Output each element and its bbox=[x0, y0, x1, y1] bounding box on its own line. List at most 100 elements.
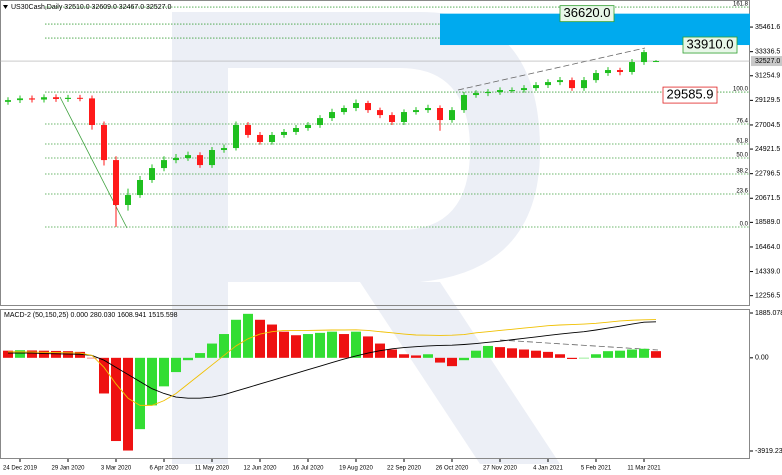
candle-body bbox=[521, 88, 527, 91]
candle-body bbox=[233, 125, 239, 149]
y-tick-label: 12256.5 bbox=[755, 293, 780, 300]
candle-body bbox=[545, 82, 551, 86]
candle-body bbox=[377, 110, 383, 116]
candle-body bbox=[125, 195, 131, 205]
candle-body bbox=[293, 128, 299, 132]
candle-body bbox=[653, 61, 659, 63]
candle-body bbox=[281, 131, 287, 135]
macd-bar bbox=[147, 357, 157, 406]
macd-bar bbox=[303, 334, 313, 358]
macd-bar bbox=[411, 355, 421, 358]
macd-bar bbox=[435, 357, 445, 363]
target-label-box bbox=[559, 5, 615, 23]
y-tick-label: 31254.9 bbox=[755, 73, 780, 80]
macd-bar bbox=[75, 351, 85, 358]
macd-bar bbox=[207, 343, 217, 358]
candle-body bbox=[341, 107, 347, 113]
y-tick-label: 16464.0 bbox=[755, 244, 780, 251]
candle-body bbox=[5, 100, 11, 102]
watermark-leg bbox=[360, 282, 560, 464]
macd-bar bbox=[507, 348, 517, 358]
macd-bar bbox=[3, 350, 13, 358]
target-label: 36620.0 bbox=[564, 5, 611, 20]
x-tick-label: 11 May 2020 bbox=[195, 466, 230, 472]
macd-bar bbox=[639, 348, 649, 358]
candle-body bbox=[629, 62, 635, 72]
macd-bar bbox=[279, 331, 289, 358]
macd-bar bbox=[195, 353, 205, 358]
price-frame bbox=[0, 0, 750, 306]
macd-line bbox=[8, 321, 657, 399]
y-tick-label: 29129.5 bbox=[755, 97, 780, 104]
macd-bar bbox=[111, 357, 121, 442]
chart-header: US30Cash,Daily 32510.0 32609.0 32467.0 3… bbox=[11, 4, 171, 11]
x-tick-label: 26 Oct 2020 bbox=[436, 466, 469, 472]
macd-bar bbox=[567, 357, 577, 360]
macd-divergence-line bbox=[499, 339, 659, 351]
macd-bar bbox=[483, 345, 493, 358]
x-tick-label: 19 Aug 2020 bbox=[339, 466, 373, 472]
menu-triangle bbox=[3, 5, 8, 9]
candle-body bbox=[437, 107, 443, 121]
y-tick-label: 0.00 bbox=[755, 355, 769, 362]
candle-body bbox=[317, 118, 323, 126]
x-tick-label: 5 Feb 2021 bbox=[581, 466, 612, 472]
macd-line bbox=[8, 319, 657, 406]
candle-body bbox=[305, 125, 311, 129]
macd-bar bbox=[63, 351, 73, 358]
macd-bar bbox=[87, 357, 97, 359]
macd-bar bbox=[351, 331, 361, 358]
fib-label: 161.8 bbox=[733, 2, 749, 8]
macd-bar bbox=[51, 350, 61, 358]
candle-body bbox=[413, 110, 419, 113]
macd-bar bbox=[603, 351, 613, 358]
macd-bar bbox=[315, 332, 325, 358]
candle-body bbox=[173, 157, 179, 161]
y-tick-label: 27004.5 bbox=[755, 122, 780, 129]
stop-label: 29585.9 bbox=[667, 87, 714, 102]
macd-bar bbox=[39, 350, 49, 358]
macd-bar bbox=[495, 347, 505, 358]
watermark-bowl bbox=[228, 12, 540, 282]
x-tick-label: 12 Jun 2020 bbox=[243, 466, 277, 472]
macd-bar bbox=[15, 350, 25, 358]
candle-body bbox=[197, 155, 203, 166]
macd-bar bbox=[579, 357, 589, 359]
macd-bar bbox=[27, 350, 37, 358]
candle-body bbox=[425, 107, 431, 111]
macd-bar bbox=[291, 335, 301, 358]
candle-body bbox=[101, 125, 107, 161]
x-tick-label: 22 Sep 2020 bbox=[387, 466, 422, 472]
candle-body bbox=[29, 98, 35, 100]
candle-body bbox=[353, 103, 359, 108]
x-tick-label: 4 Jan 2021 bbox=[533, 466, 563, 472]
x-tick-label: 24 Dec 2019 bbox=[3, 466, 38, 472]
candle-body bbox=[77, 97, 83, 99]
macd-bar bbox=[543, 351, 553, 358]
target-label-box bbox=[682, 36, 738, 54]
macd-bar bbox=[255, 319, 265, 358]
candle-body bbox=[593, 73, 599, 81]
y-tick-label: 22796.5 bbox=[755, 171, 780, 178]
fib-label: 50.0 bbox=[736, 153, 748, 159]
candle-body bbox=[485, 92, 491, 94]
macd-bar bbox=[123, 357, 133, 451]
macd-bar bbox=[627, 349, 637, 358]
macd-header: MACD-2 (50,150,25) 0.000 280.030 1608.94… bbox=[4, 312, 178, 319]
candle-body bbox=[389, 115, 395, 122]
macd-bar bbox=[459, 357, 469, 361]
candle-body bbox=[53, 97, 59, 99]
macd-bar bbox=[159, 357, 169, 387]
candle-body bbox=[89, 98, 95, 126]
candle-body bbox=[41, 97, 47, 100]
candle-body bbox=[365, 103, 371, 111]
candle-body bbox=[137, 179, 143, 196]
y-tick-label: 33336.5 bbox=[755, 49, 780, 56]
fib-label: 100.0 bbox=[733, 87, 749, 93]
x-tick-label: 29 Jan 2020 bbox=[51, 466, 85, 472]
divergence-line bbox=[457, 47, 646, 91]
y-tick-label: 18589.0 bbox=[755, 219, 780, 226]
macd-bar bbox=[219, 334, 229, 358]
fib-label: 38.2 bbox=[736, 169, 748, 175]
macd-bar bbox=[183, 357, 193, 361]
